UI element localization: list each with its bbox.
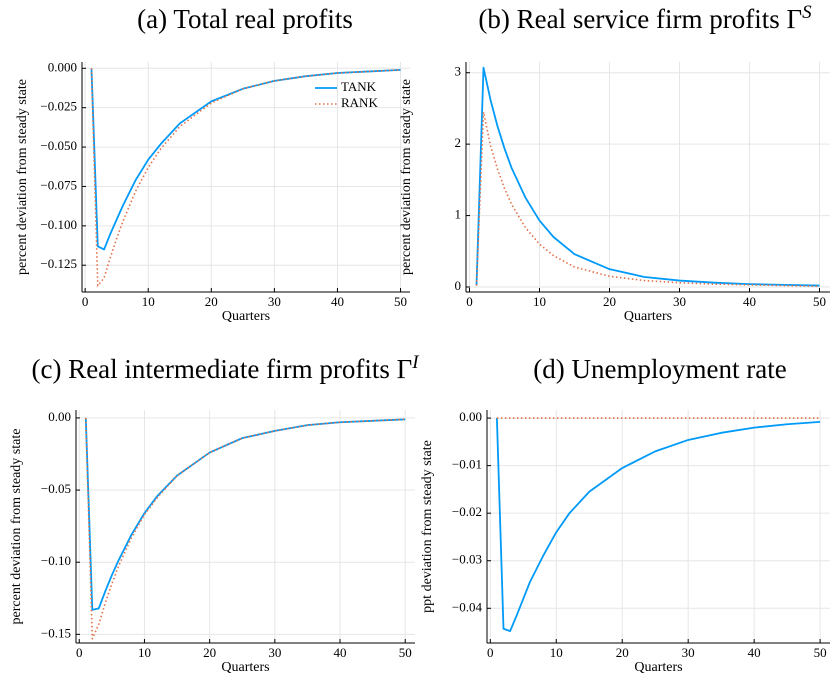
series-line	[84, 417, 406, 611]
y-tick-label: −0.04	[452, 599, 483, 614]
y-tick-label: −0.050	[40, 138, 77, 153]
x-tick-label: 0	[487, 645, 494, 660]
x-axis-label: Quarters	[222, 309, 270, 324]
title-superscript: I	[411, 352, 420, 373]
x-axis-label: Quarters	[634, 660, 682, 675]
legend-label: TANK	[341, 79, 377, 94]
series-line	[90, 68, 401, 251]
y-tick-label: 3	[455, 64, 462, 79]
y-tick-label: 2	[455, 135, 462, 150]
y-tick-label: −0.025	[40, 99, 77, 114]
x-tick-label: 50	[813, 294, 826, 309]
y-tick-label: 0	[455, 278, 462, 293]
x-tick-label: 40	[331, 294, 344, 309]
series-line	[90, 68, 401, 287]
x-tick-label: 0	[82, 294, 89, 309]
y-tick-label: −0.15	[41, 625, 71, 640]
title-text: (d) Unemployment rate	[533, 354, 786, 384]
x-tick-label: 30	[673, 294, 686, 309]
y-axis-label: ppt deviation from steady state	[420, 440, 435, 613]
y-tick-label: 0.000	[48, 59, 77, 74]
title-superscript: S	[802, 2, 812, 23]
title-text: (a) Total real profits	[137, 4, 353, 34]
x-tick-label: 50	[394, 294, 407, 309]
x-tick-label: 40	[743, 294, 756, 309]
panel-title: (d) Unemployment rate	[533, 354, 786, 384]
y-tick-label: 1	[455, 207, 462, 222]
x-tick-label: 40	[334, 645, 347, 660]
x-tick-label: 10	[142, 294, 155, 309]
panel: (d) Unemployment rate 0 10 20 30 40 50 0.00 −0.0…	[420, 354, 830, 675]
panel-title: (a) Total real profits	[137, 4, 353, 34]
x-tick-label: 10	[138, 645, 151, 660]
x-axis-label: Quarters	[221, 660, 269, 675]
x-tick-label: 20	[205, 294, 218, 309]
y-tick-label: −0.01	[452, 457, 482, 472]
legend-label: RANK	[341, 95, 378, 110]
y-axis-label: percent deviation from steady state	[9, 429, 24, 625]
x-tick-label: 50	[399, 645, 412, 660]
title-text: (b) Real service firm profits Γ	[478, 4, 802, 34]
y-tick-label: −0.10	[41, 553, 71, 568]
y-tick-label: −0.05	[41, 481, 71, 496]
x-tick-label: 20	[203, 645, 216, 660]
y-tick-label: 0.00	[48, 409, 71, 424]
y-tick-label: −0.075	[40, 177, 77, 192]
x-tick-label: 40	[748, 645, 761, 660]
x-tick-label: 20	[616, 645, 629, 660]
series-line	[475, 66, 820, 287]
y-axis-label: percent deviation from steady state	[399, 79, 414, 275]
x-tick-label: 10	[550, 645, 563, 660]
y-axis-label: percent deviation from steady state	[15, 79, 30, 275]
x-tick-label: 0	[76, 645, 83, 660]
title-text: (c) Real intermediate firm profits Γ	[31, 354, 412, 384]
x-axis-label: Quarters	[624, 309, 672, 324]
y-tick-label: 0.00	[459, 409, 482, 424]
y-tick-label: −0.02	[452, 504, 482, 519]
x-tick-label: 30	[268, 645, 281, 660]
panel: (c) Real intermediate firm profits ΓI 0 10…	[9, 352, 420, 675]
x-tick-label: 10	[533, 294, 546, 309]
y-tick-label: −0.03	[452, 552, 482, 567]
panel-title: (b) Real service firm profits ΓS	[478, 2, 812, 34]
panel: (a) Total real profits 0 10 20 30 40 50 0.000 −0…	[15, 4, 410, 324]
x-tick-label: 30	[268, 294, 281, 309]
series-line	[475, 111, 820, 288]
y-tick-label: −0.125	[40, 256, 77, 271]
x-tick-label: 30	[682, 645, 695, 660]
series-line	[84, 417, 406, 640]
x-tick-label: 0	[466, 294, 473, 309]
x-tick-label: 20	[603, 294, 616, 309]
series-line	[495, 418, 821, 633]
panel-title: (c) Real intermediate firm profits ΓI	[31, 352, 420, 384]
panel: (b) Real service firm profits ΓS0 10 20 30 4…	[399, 2, 830, 324]
y-tick-label: −0.100	[40, 217, 77, 232]
x-tick-label: 50	[814, 645, 827, 660]
